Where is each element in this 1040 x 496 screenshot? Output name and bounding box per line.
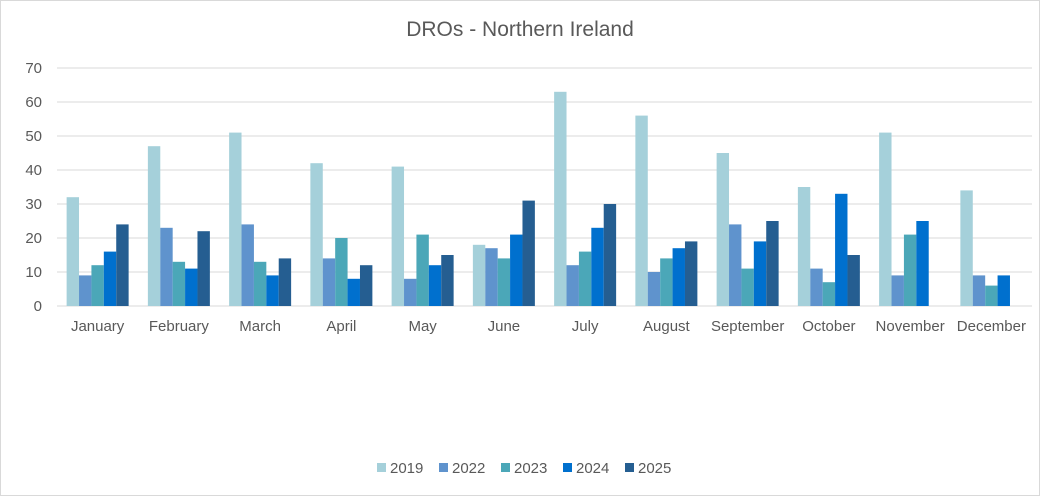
x-tick-label: March bbox=[239, 318, 281, 335]
legend-label: 2024 bbox=[576, 460, 609, 477]
x-tick-label: January bbox=[71, 318, 125, 335]
legend-label: 2023 bbox=[514, 460, 547, 477]
bar-2023-january bbox=[91, 265, 104, 306]
bar-2024-january bbox=[103, 251, 117, 306]
bar-2022-february bbox=[160, 227, 173, 306]
x-tick-label: November bbox=[876, 318, 945, 335]
legend-swatch-2022 bbox=[439, 463, 448, 472]
bar-2022-april bbox=[322, 258, 336, 306]
x-tick-label: October bbox=[802, 318, 855, 335]
bar-2023-december bbox=[985, 285, 998, 306]
bar-2019-july bbox=[554, 91, 567, 306]
legend-label: 2025 bbox=[638, 460, 671, 477]
bar-2023-october bbox=[822, 282, 836, 306]
bar-2019-december bbox=[960, 190, 973, 306]
bar-2025-july bbox=[603, 204, 617, 306]
bar-2022-june bbox=[485, 248, 498, 306]
legend-swatch-2025 bbox=[625, 463, 634, 472]
bar-2023-february bbox=[172, 261, 186, 306]
bar-2023-september bbox=[741, 268, 754, 306]
bar-2025-october bbox=[847, 255, 860, 306]
bar-2025-january bbox=[116, 224, 129, 306]
bar-2022-october bbox=[810, 268, 823, 306]
bar-2024-november bbox=[916, 221, 929, 306]
x-tick-label: August bbox=[643, 318, 691, 335]
bar-2024-april bbox=[347, 278, 360, 306]
bar-2022-january bbox=[79, 275, 92, 306]
legend-label: 2019 bbox=[390, 460, 423, 477]
bar-2025-june bbox=[522, 200, 535, 306]
bar-2023-march bbox=[253, 261, 267, 306]
x-tick-label: December bbox=[957, 318, 1026, 335]
bar-2019-january bbox=[66, 197, 80, 306]
bar-2024-august bbox=[672, 248, 685, 306]
bar-2019-september bbox=[716, 153, 730, 306]
bar-2019-april bbox=[310, 163, 323, 306]
bar-2023-june bbox=[497, 258, 511, 306]
x-tick-label: February bbox=[149, 318, 210, 335]
bar-2025-may bbox=[441, 255, 454, 306]
legend-swatch-2023 bbox=[501, 463, 510, 472]
bar-2022-may bbox=[404, 278, 417, 306]
bar-2023-august bbox=[660, 258, 673, 306]
bar-2019-october bbox=[797, 187, 811, 306]
bar-2023-may bbox=[416, 234, 429, 306]
y-tick-label: 70 bbox=[25, 60, 42, 77]
bar-2023-april bbox=[335, 238, 348, 306]
bar-2025-august bbox=[684, 241, 698, 306]
bar-2024-may bbox=[428, 265, 442, 306]
bar-2025-march bbox=[278, 258, 292, 306]
bar-2022-march bbox=[241, 224, 254, 306]
y-tick-label: 50 bbox=[25, 128, 42, 145]
bar-2025-april bbox=[359, 265, 373, 306]
chart-title: DROs - Northern Ireland bbox=[406, 18, 634, 41]
y-tick-label: 40 bbox=[25, 162, 42, 179]
bar-2023-july bbox=[578, 251, 592, 306]
legend-label: 2022 bbox=[452, 460, 485, 477]
y-tick-label: 0 bbox=[34, 298, 42, 315]
legend-swatch-2019 bbox=[377, 463, 386, 472]
x-tick-label: June bbox=[488, 318, 521, 335]
bar-2024-december bbox=[997, 275, 1010, 306]
x-tick-label: July bbox=[572, 318, 599, 335]
bar-2019-february bbox=[147, 146, 161, 306]
bar-2019-june bbox=[472, 244, 486, 306]
legend-swatch-2024 bbox=[563, 463, 572, 472]
bar-2022-december bbox=[972, 275, 986, 306]
bar-2019-may bbox=[391, 166, 405, 306]
bar-2019-november bbox=[879, 132, 892, 306]
bar-2022-september bbox=[729, 224, 742, 306]
bar-2019-march bbox=[229, 132, 242, 306]
bar-2024-october bbox=[835, 193, 848, 306]
y-tick-label: 20 bbox=[25, 230, 42, 247]
x-tick-label: May bbox=[408, 318, 437, 335]
bar-2019-august bbox=[635, 115, 648, 306]
bar-2025-february bbox=[197, 231, 210, 306]
bar-2024-september bbox=[753, 241, 767, 306]
x-tick-label: April bbox=[326, 318, 356, 335]
bar-2024-july bbox=[591, 227, 604, 306]
y-tick-label: 10 bbox=[25, 264, 42, 281]
bar-2024-february bbox=[185, 268, 198, 306]
bar-2024-march bbox=[266, 275, 279, 306]
bar-2022-november bbox=[891, 275, 904, 306]
x-tick-label: September bbox=[711, 318, 784, 335]
bar-2024-june bbox=[510, 234, 523, 306]
bar-2022-july bbox=[566, 265, 579, 306]
bar-2023-november bbox=[903, 234, 917, 306]
bar-2022-august bbox=[647, 272, 661, 306]
bar-2025-september bbox=[766, 221, 779, 306]
y-tick-label: 60 bbox=[25, 94, 42, 111]
y-tick-label: 30 bbox=[25, 196, 42, 213]
